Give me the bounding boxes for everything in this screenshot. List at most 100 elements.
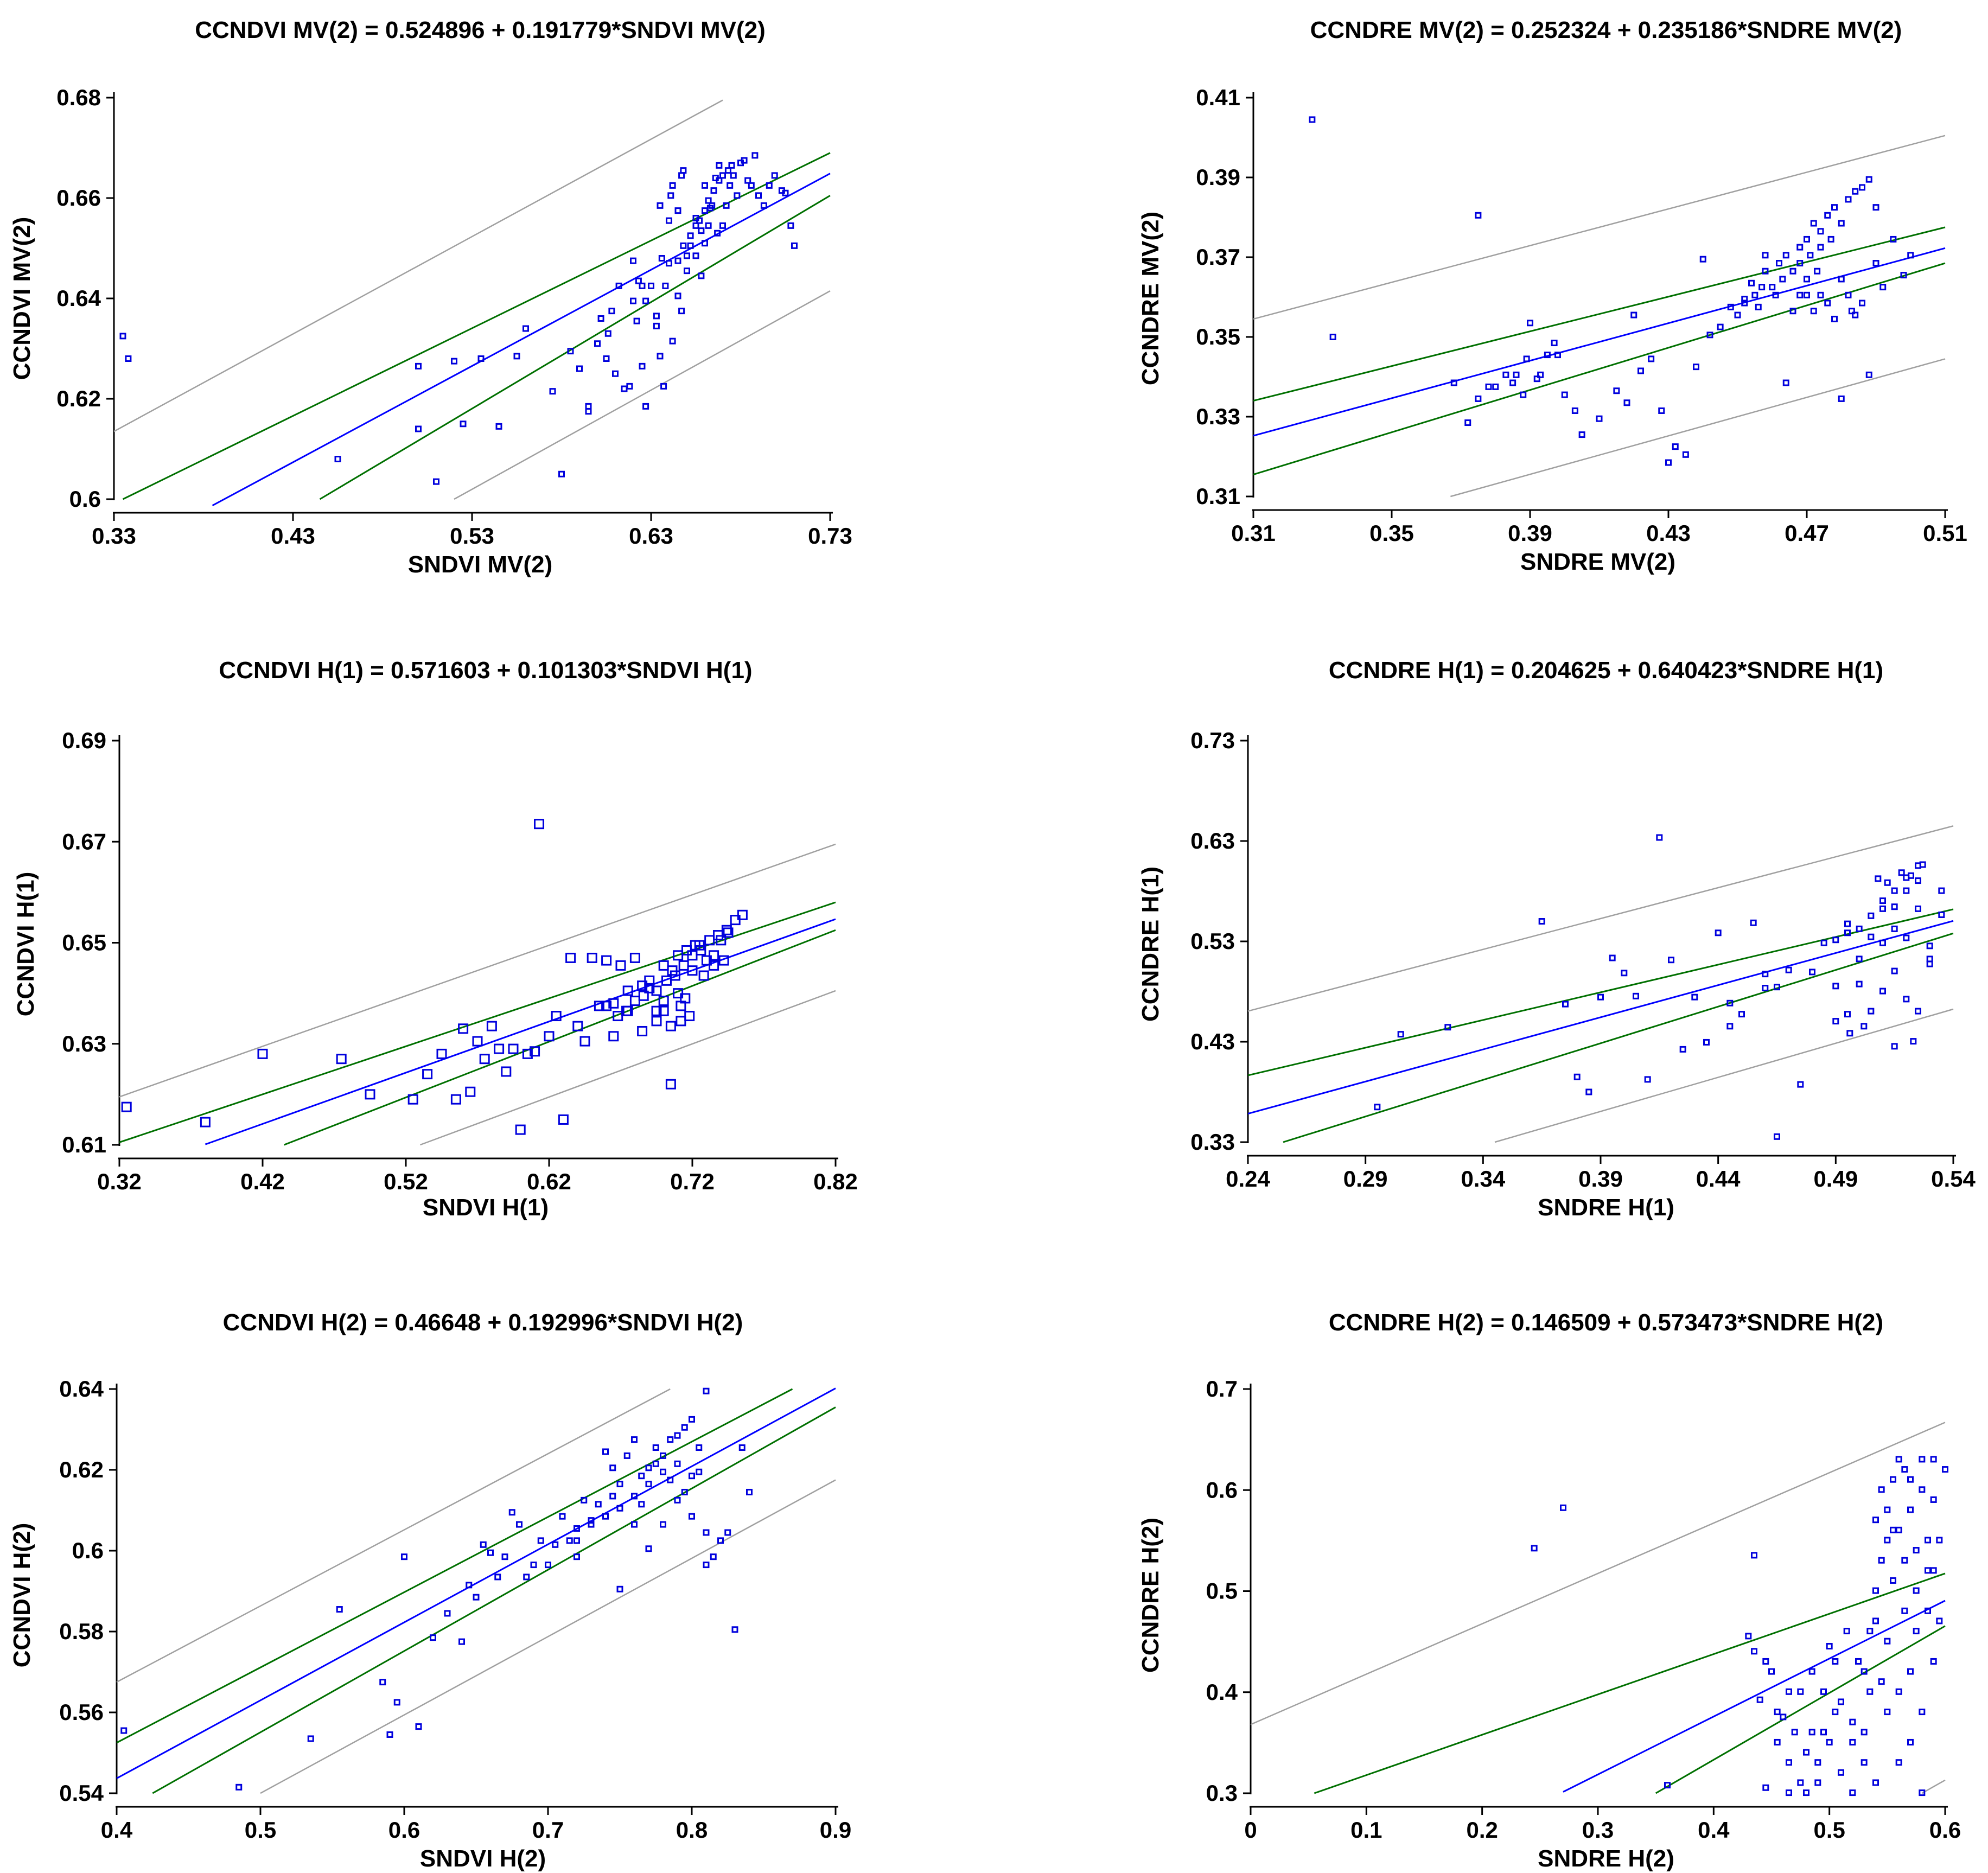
data-point xyxy=(379,1679,386,1686)
data-point xyxy=(200,1117,211,1127)
data-point xyxy=(674,207,681,214)
data-point xyxy=(594,340,601,347)
data-point xyxy=(676,1016,686,1027)
data-point xyxy=(1808,1668,1815,1675)
data-point xyxy=(616,1505,623,1512)
data-point xyxy=(705,222,712,229)
x-tick-label: 0.32 xyxy=(97,1169,142,1194)
data-point xyxy=(534,819,545,830)
data-point xyxy=(559,1513,566,1520)
data-point xyxy=(1527,320,1533,327)
data-point xyxy=(1856,955,1863,963)
data-point xyxy=(645,1481,652,1488)
data-point xyxy=(1450,379,1457,386)
x-tick-label: 0.2 xyxy=(1466,1817,1498,1843)
data-point xyxy=(681,1424,688,1431)
data-point xyxy=(551,1011,562,1022)
data-point xyxy=(653,322,660,329)
data-point xyxy=(1872,1517,1879,1524)
data-point xyxy=(1756,1696,1763,1703)
data-point xyxy=(1884,1638,1891,1645)
data-point xyxy=(724,167,731,174)
data-point xyxy=(687,232,694,239)
y-tick-label: 0.53 xyxy=(1190,928,1235,954)
data-point xyxy=(1758,284,1766,291)
data-point xyxy=(1796,244,1804,251)
data-point xyxy=(1502,371,1509,378)
data-point xyxy=(1845,291,1852,298)
x-tick-label: 0.73 xyxy=(808,523,852,549)
y-axis-label: CCNDRE H(2) xyxy=(1137,1518,1164,1673)
data-point xyxy=(637,1025,648,1036)
x-axis-label: SNDRE H(1) xyxy=(1538,1194,1674,1221)
confidence-band-lower xyxy=(284,929,836,1146)
data-point xyxy=(495,423,502,430)
confidence-band-lower xyxy=(1283,932,1954,1143)
x-tick-label: 0.42 xyxy=(240,1169,285,1194)
data-point xyxy=(669,182,676,189)
data-point xyxy=(1703,1039,1710,1046)
panel-ccndvi-mv2: CCNDVI MV(2) = 0.524896 + 0.191779*SNDVI… xyxy=(9,17,852,578)
data-point xyxy=(1913,1547,1920,1554)
data-point xyxy=(741,157,748,164)
data-point xyxy=(680,242,687,249)
data-point xyxy=(1741,300,1748,307)
data-point xyxy=(1691,993,1698,1001)
data-point xyxy=(477,355,485,362)
data-point xyxy=(1551,340,1558,347)
y-tick-label: 0.66 xyxy=(56,185,101,211)
y-tick-label: 0.4 xyxy=(1206,1679,1238,1705)
data-point xyxy=(1621,970,1628,977)
data-point xyxy=(1817,244,1824,251)
data-point xyxy=(1872,1617,1879,1624)
data-point xyxy=(1832,1709,1839,1716)
y-tick-label: 0.6 xyxy=(1206,1477,1238,1502)
data-point xyxy=(702,240,708,247)
y-tick-label: 0.7 xyxy=(1206,1376,1238,1401)
data-point xyxy=(1814,267,1821,275)
y-tick-label: 0.65 xyxy=(62,930,106,955)
prediction-band-lower xyxy=(260,1479,836,1794)
plot-area: 0.31 0.33 0.35 0.37 0.39 0.41 0.31 0.35 0.39 0.43… xyxy=(1196,85,1967,546)
data-point xyxy=(608,308,615,315)
data-point xyxy=(1741,296,1748,303)
data-point xyxy=(1751,1552,1757,1559)
regression-line xyxy=(116,1387,836,1779)
data-point xyxy=(1849,1738,1856,1745)
data-point xyxy=(522,1048,533,1059)
data-point xyxy=(622,985,633,996)
data-point xyxy=(1907,1738,1914,1745)
data-point xyxy=(651,1005,662,1016)
data-point xyxy=(652,1444,659,1451)
data-point xyxy=(1796,291,1804,298)
data-point xyxy=(748,182,755,189)
data-point xyxy=(638,1473,645,1480)
data-point xyxy=(1838,1769,1844,1776)
data-point xyxy=(657,202,664,209)
data-point xyxy=(1872,260,1879,267)
data-point xyxy=(1866,1628,1874,1635)
data-point xyxy=(631,1436,638,1443)
data-point xyxy=(1796,260,1804,267)
data-point xyxy=(638,1501,645,1508)
data-point xyxy=(660,1468,666,1475)
data-point xyxy=(1762,1784,1769,1791)
data-point xyxy=(737,909,748,920)
data-point xyxy=(1444,1024,1451,1031)
data-point xyxy=(444,1610,451,1617)
data-point xyxy=(1884,1709,1891,1716)
data-point xyxy=(1475,212,1482,219)
data-point xyxy=(1843,1628,1850,1635)
data-point xyxy=(1820,939,1827,946)
y-tick-label: 0.33 xyxy=(1196,404,1240,429)
y-tick-label: 0.58 xyxy=(59,1619,104,1644)
data-point xyxy=(1832,936,1839,944)
data-point xyxy=(1919,1456,1926,1463)
data-point xyxy=(401,1553,407,1560)
data-point xyxy=(674,292,681,300)
data-point xyxy=(1930,1496,1937,1503)
data-point xyxy=(1890,1577,1896,1584)
data-point xyxy=(716,177,723,184)
data-point xyxy=(709,960,719,971)
data-point xyxy=(1774,1738,1781,1745)
